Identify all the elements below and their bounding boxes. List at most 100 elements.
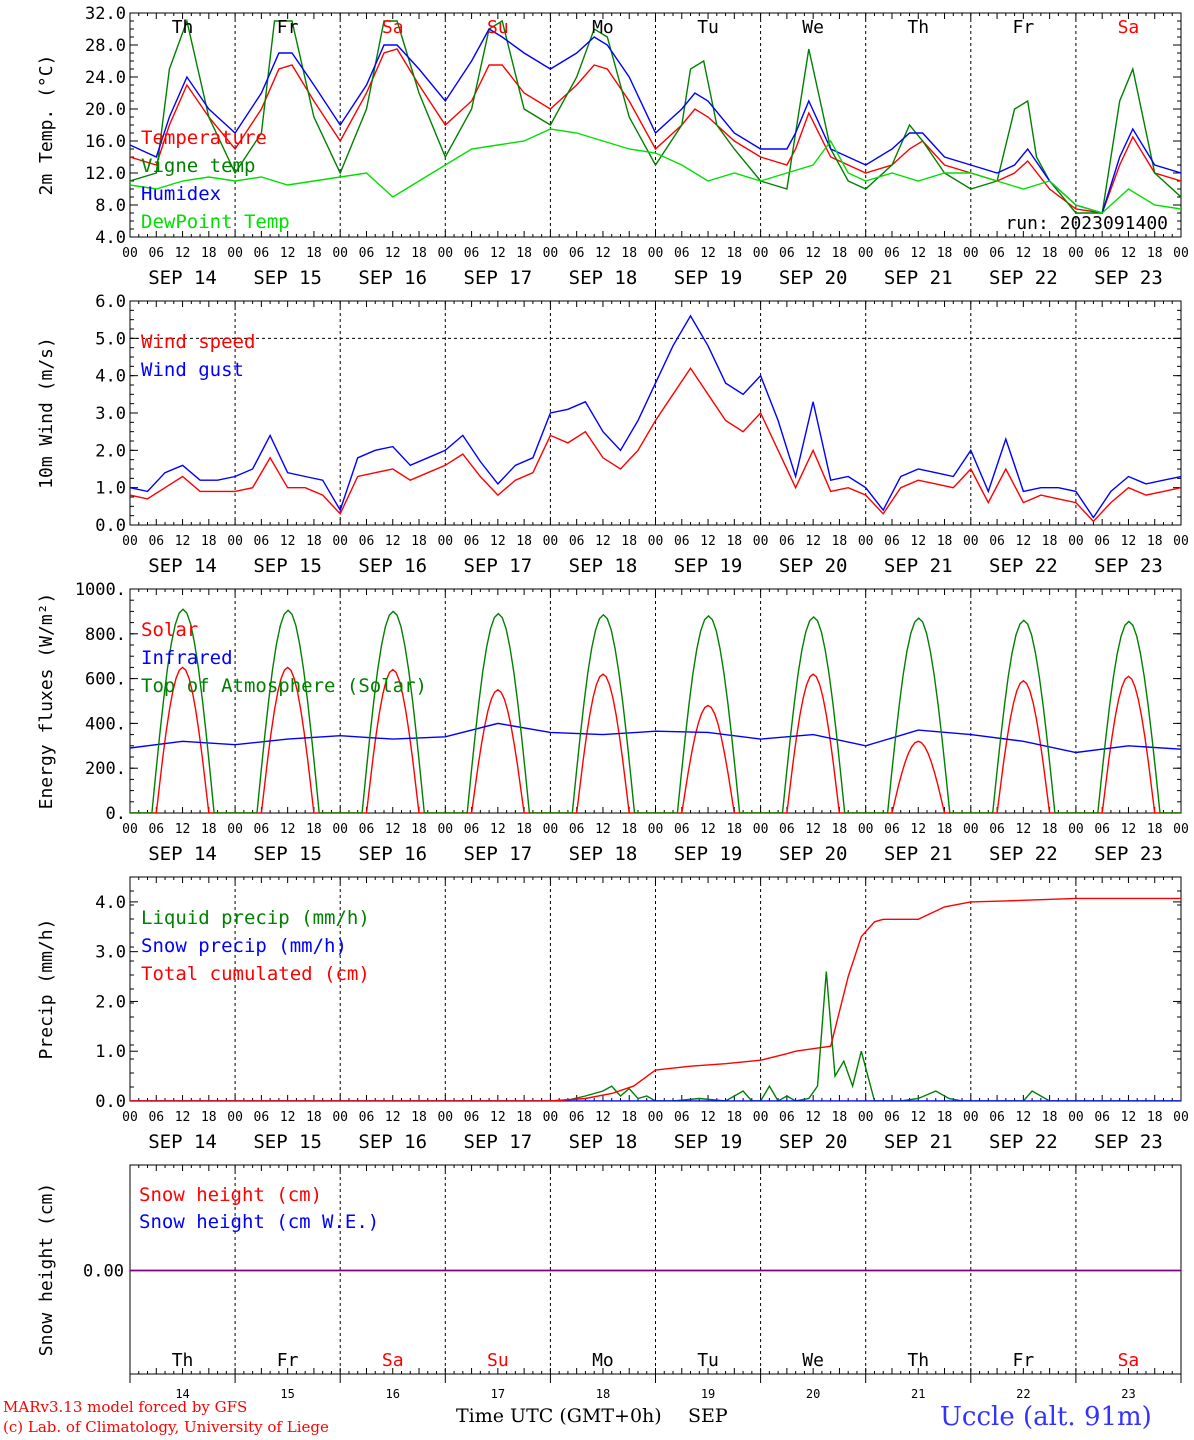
hour-tick-label: 06 (254, 1110, 270, 1125)
hour-tick-label: 18 (832, 1110, 848, 1125)
date-label: SEP 22 (989, 267, 1058, 289)
hour-tick-label: 12 (805, 534, 821, 549)
date-label: SEP 19 (674, 555, 743, 577)
day-number-label: 16 (386, 1387, 400, 1401)
weekday-label: Sa (1118, 17, 1140, 38)
hour-tick-label: 12 (385, 534, 401, 549)
date-label: SEP 22 (989, 555, 1058, 577)
y-tick-label: 4.0 (95, 367, 126, 387)
hour-tick-label: 06 (674, 534, 690, 549)
hour-tick-label: 00 (858, 1110, 874, 1125)
hour-tick-label: 06 (1094, 534, 1110, 549)
hour-tick-label: 12 (805, 246, 821, 261)
y-tick-label: 2.0 (95, 441, 126, 461)
hour-tick-label: 00 (1068, 534, 1084, 549)
weekday-label: Su (487, 1350, 509, 1371)
hour-tick-label: 00 (437, 822, 453, 837)
hour-tick-label: 06 (989, 1110, 1005, 1125)
weekday-label: Su (487, 17, 509, 38)
legend-entry: Snow precip (mm/h) (141, 935, 347, 957)
hour-tick-label: 06 (569, 534, 585, 549)
hour-tick-label: 18 (306, 246, 322, 261)
hour-tick-label: 12 (1016, 534, 1032, 549)
date-label: SEP 19 (674, 267, 743, 289)
hour-tick-label: 00 (648, 534, 664, 549)
hour-tick-label: 06 (148, 822, 164, 837)
date-label: SEP 15 (253, 1131, 322, 1153)
hour-tick-label: 12 (1121, 822, 1137, 837)
hour-tick-label: 06 (989, 246, 1005, 261)
hour-tick-label: 18 (306, 534, 322, 549)
date-label: SEP 21 (884, 1131, 953, 1153)
hour-tick-label: 00 (1173, 534, 1189, 549)
hour-tick-label: 00 (1173, 1110, 1189, 1125)
hour-tick-label: 00 (227, 822, 243, 837)
hour-tick-label: 00 (437, 246, 453, 261)
day-number-label: 19 (701, 1387, 715, 1401)
y-axis-label: Snow height (cm) (36, 1183, 57, 1356)
hour-tick-label: 06 (674, 1110, 690, 1125)
legend-entry: Temperature (141, 127, 267, 149)
hour-tick-label: 18 (726, 1110, 742, 1125)
y-tick-label: 0.0 (95, 516, 126, 536)
hour-tick-label: 00 (648, 822, 664, 837)
date-label: SEP 17 (464, 843, 533, 865)
hour-tick-label: 12 (595, 822, 611, 837)
hour-tick-label: 00 (437, 1110, 453, 1125)
date-label: SEP 18 (569, 555, 638, 577)
y-tick-label: 800. (85, 625, 126, 645)
series-line-liquid-precip-mm-h (130, 971, 1181, 1101)
hour-tick-label: 12 (1121, 1110, 1137, 1125)
hour-tick-label: 12 (385, 822, 401, 837)
hour-tick-label: 06 (779, 1110, 795, 1125)
hour-tick-label: 18 (516, 822, 532, 837)
hour-tick-label: 00 (332, 246, 348, 261)
date-label: SEP 14 (148, 1131, 217, 1153)
y-tick-label: 16.0 (85, 132, 126, 152)
y-tick-label: 200. (85, 759, 126, 779)
run-annotation: run: 2023091400 (1005, 213, 1168, 234)
date-label: SEP 21 (884, 555, 953, 577)
hour-tick-label: 12 (175, 822, 191, 837)
hour-tick-label: 12 (490, 246, 506, 261)
day-number-label: 18 (596, 1387, 610, 1401)
legend-entry: DewPoint Temp (141, 211, 290, 233)
weekday-label: Mo (592, 17, 614, 38)
legend-entry: Humidex (141, 183, 221, 205)
hour-tick-label: 00 (122, 246, 138, 261)
hour-tick-label: 00 (122, 1110, 138, 1125)
legend-entry: Snow height (cm) (139, 1184, 322, 1206)
hour-tick-label: 06 (674, 822, 690, 837)
hour-tick-label: 18 (726, 534, 742, 549)
hour-tick-label: 18 (1147, 246, 1163, 261)
date-label: SEP 20 (779, 843, 848, 865)
hour-tick-label: 00 (1068, 246, 1084, 261)
weekday-label: Fr (277, 1350, 299, 1371)
hour-tick-label: 06 (779, 534, 795, 549)
day-number-label: 23 (1121, 1387, 1135, 1401)
hour-tick-label: 06 (884, 246, 900, 261)
legend-entry: Total cumulated (cm) (141, 963, 370, 985)
hour-tick-label: 18 (726, 246, 742, 261)
hour-tick-label: 06 (569, 822, 585, 837)
hour-tick-label: 06 (148, 534, 164, 549)
hour-tick-label: 12 (1016, 822, 1032, 837)
hour-tick-label: 18 (411, 534, 427, 549)
hour-tick-label: 18 (201, 1110, 217, 1125)
hour-tick-label: 18 (1147, 822, 1163, 837)
y-axis-label: Precip (mm/h) (36, 919, 57, 1060)
hour-tick-label: 00 (648, 1110, 664, 1125)
hour-tick-label: 00 (753, 1110, 769, 1125)
hour-tick-label: 00 (648, 246, 664, 261)
day-number-label: 22 (1016, 1387, 1030, 1401)
day-number-label: 21 (911, 1387, 925, 1401)
series-line-vigne-temp (130, 18, 1181, 214)
panel-4: 0.0 1.0 2.0 3.0 4.0 Precip (mm/h) Liquid preci… (36, 876, 1189, 1153)
x-axis-label: Time UTC (GMT+0h) (456, 1405, 662, 1427)
hour-tick-label: 00 (227, 1110, 243, 1125)
y-tick-label: 3.0 (95, 943, 126, 963)
weekday-label: We (802, 1350, 824, 1371)
hour-tick-label: 00 (858, 534, 874, 549)
hour-tick-label: 12 (595, 534, 611, 549)
